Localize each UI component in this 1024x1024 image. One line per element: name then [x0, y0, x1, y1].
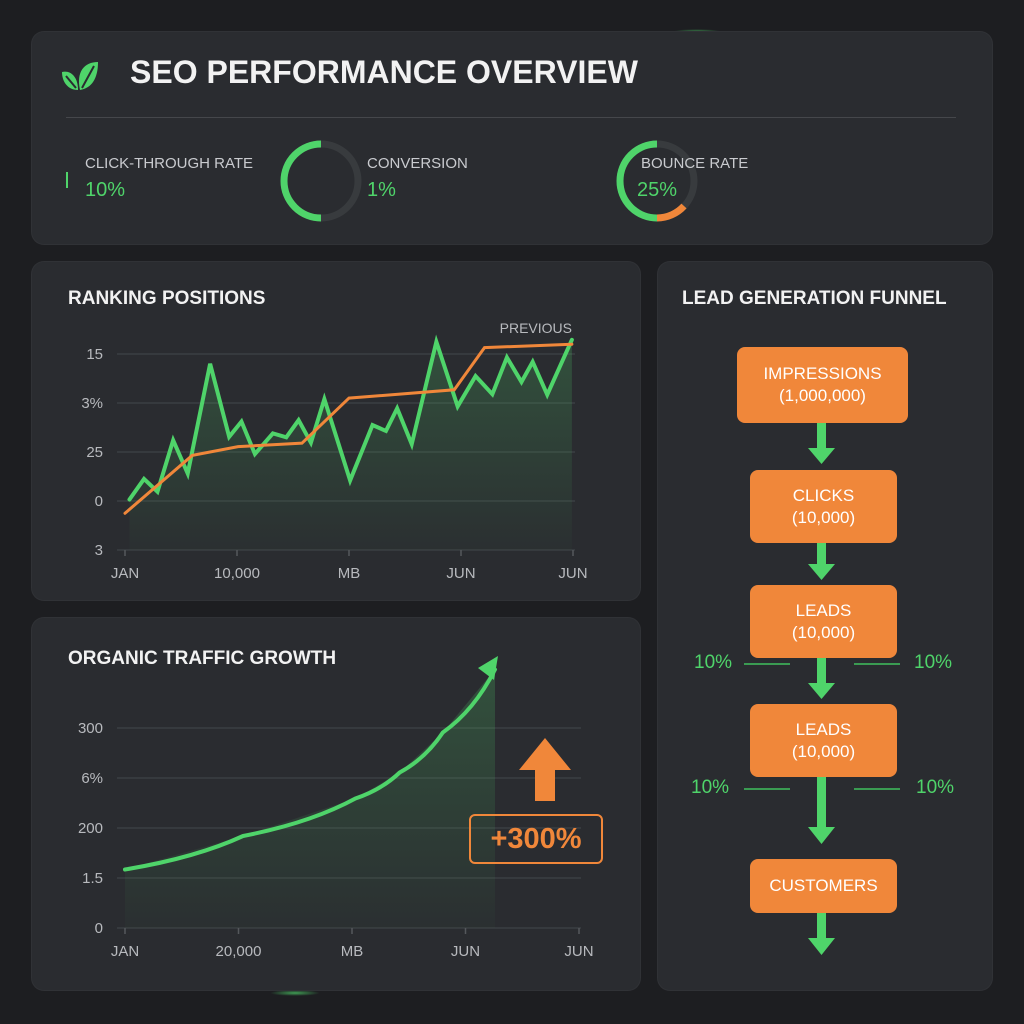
divider	[66, 117, 956, 118]
arrow-down-icon	[808, 564, 835, 580]
organic-panel: ORGANIC TRAFFIC GROWTH 0 1.5 200 6% 300 JAN 20…	[32, 618, 640, 990]
growth-badge-text: +300%	[490, 822, 582, 855]
x-tick-label: 20,000	[216, 943, 262, 960]
rate-right: 10%	[916, 777, 955, 798]
y-tick-label: 3%	[81, 395, 103, 412]
y-tick-label: 200	[78, 820, 103, 837]
funnel-arrows	[808, 422, 835, 955]
organic-title: ORGANIC TRAFFIC GROWTH	[68, 648, 337, 669]
stage-name: LEADS	[795, 719, 852, 739]
legend-previous: PREVIOUS	[500, 320, 572, 336]
growth-badge: +300%	[469, 814, 603, 864]
arrow-down-icon	[808, 448, 835, 464]
stage-name: LEADS	[795, 600, 852, 620]
series-area	[129, 339, 572, 550]
x-tick-label: MB	[341, 943, 364, 960]
leaf-icon	[62, 62, 98, 90]
kpi-conversion-value: 1%	[367, 179, 396, 201]
rate-line	[854, 788, 900, 790]
arrow-down-icon	[808, 827, 835, 844]
arrowhead-icon	[478, 656, 498, 680]
series-line-0	[127, 334, 574, 502]
series-area	[125, 669, 496, 928]
funnel-stage-leads-2: LEADS (10,000)	[750, 704, 897, 777]
x-tick-label: 10,000	[214, 565, 260, 582]
ctr-marker	[66, 172, 68, 188]
stage-name: IMPRESSIONS	[763, 364, 882, 383]
x-tick-label: JUN	[446, 565, 475, 582]
arrow-down-icon	[808, 683, 835, 699]
funnel-stage-leads: LEADS (10,000)	[750, 585, 897, 658]
stage-value: (10,000)	[791, 507, 856, 527]
series-line-0	[123, 667, 498, 872]
y-tick-label: 300	[78, 720, 103, 737]
funnel-stage-customers: CUSTOMERS	[750, 859, 897, 913]
organic-chart: 0 1.5 200 6% 300 JAN 20,000 MB JUN JUN	[78, 656, 594, 960]
kpi-bounce-value: 25%	[637, 179, 678, 201]
kpi-conversion-label: CONVERSION	[367, 155, 468, 172]
y-tick-label: 0	[95, 493, 103, 510]
x-tick-label: JUN	[558, 565, 587, 582]
kpi-ctr-value: 10%	[85, 179, 126, 201]
y-tick-label: 1.5	[82, 870, 103, 887]
funnel-panel: LEAD GENERATION FUNNEL IMPRESSIONS (1,00…	[658, 262, 992, 990]
series-line-1	[123, 342, 574, 515]
funnel-stage-impressions: IMPRESSIONS (1,000,000)	[737, 347, 908, 423]
funnel-stage-clicks: CLICKS (10,000)	[750, 470, 897, 543]
ranking-panel: RANKING POSITIONS 3 0 25 3% 15 JAN 10,000 MB JUN…	[32, 262, 640, 600]
stage-value: (10,000)	[791, 622, 856, 642]
conversion-ring	[280, 140, 362, 222]
x-tick-label: JAN	[111, 943, 139, 960]
x-tick-label: JAN	[111, 565, 139, 582]
stage-value: (1,000,000)	[779, 386, 866, 405]
rate-line	[854, 663, 900, 665]
y-tick-label: 0	[95, 920, 103, 937]
bounce-ring	[616, 140, 698, 222]
ranking-title: RANKING POSITIONS	[68, 288, 266, 309]
y-tick-label: 25	[86, 444, 103, 461]
ranking-chart: 3 0 25 3% 15 JAN 10,000 MB JUN JUN PREVIOUS	[81, 320, 587, 582]
x-tick-label: JUN	[451, 943, 480, 960]
arrow-down-icon	[808, 938, 835, 955]
rate-left: 10%	[694, 652, 733, 673]
x-tick-label: JUN	[564, 943, 593, 960]
x-tick-label: MB	[338, 565, 361, 582]
page-title: SEO PERFORMANCE OVERVIEW	[130, 54, 638, 90]
rate-left: 10%	[691, 777, 730, 798]
y-tick-label: 6%	[81, 770, 103, 787]
kpi-bounce-label: BOUNCE RATE	[641, 155, 749, 172]
kpi-ctr-label: CLICK-THROUGH RATE	[85, 155, 254, 172]
stage-name: CLICKS	[792, 485, 855, 505]
rate-line	[744, 663, 790, 665]
y-tick-label: 15	[86, 346, 103, 363]
y-tick-label: 3	[95, 542, 103, 559]
rate-right: 10%	[914, 652, 953, 673]
stage-name: CUSTOMERS	[769, 876, 878, 895]
funnel-title: LEAD GENERATION FUNNEL	[682, 288, 947, 309]
overview-panel: SEO PERFORMANCE OVERVIEW CLICK-THROUGH R…	[32, 32, 992, 244]
arrow-up-icon	[519, 738, 571, 801]
rate-line	[744, 788, 790, 790]
stage-value: (10,000)	[791, 741, 856, 761]
